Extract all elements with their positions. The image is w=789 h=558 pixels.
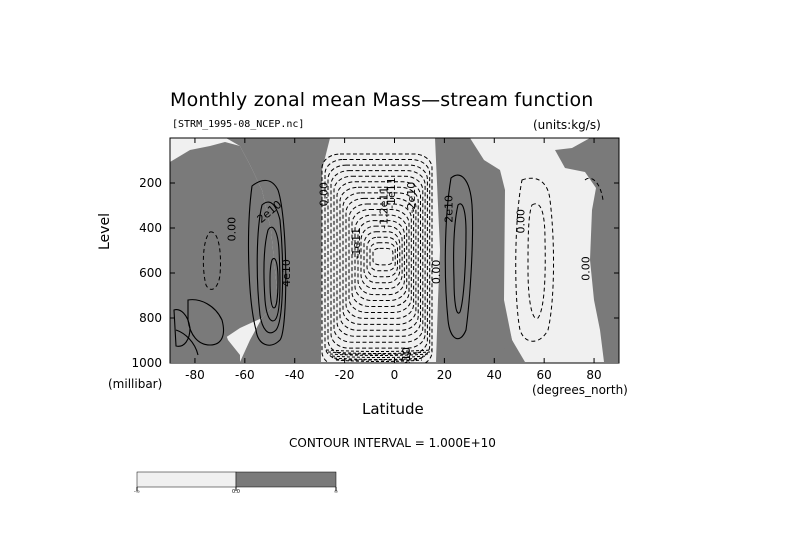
contour-label: -1.2e11 [378, 187, 391, 229]
negative-contour-line [357, 220, 405, 296]
x-axis-title: Latitude [362, 400, 424, 418]
contour-label: -1e11 [350, 228, 363, 260]
negative-contour-line [335, 359, 423, 362]
file-name: [STRM_1995-08_NCEP.nc] [172, 119, 305, 130]
y-tick-label: 600 [139, 266, 162, 280]
x-axis-unit: (degrees_north) [532, 383, 628, 397]
negative-contour-line [354, 214, 408, 302]
contour-label: 0.00 [580, 256, 593, 281]
positive-contour-line [175, 329, 199, 356]
contour-label: -2e10 [405, 182, 418, 214]
negative-contour-line [366, 236, 398, 278]
units-label: (units:kg/s) [533, 118, 601, 132]
colorbar-label: -∞ [134, 489, 140, 495]
contour-label: 0.00 [515, 209, 528, 234]
colorbar-swatch-negative [136, 471, 237, 488]
y-tick-label: 800 [139, 311, 162, 325]
negative-contour-line [348, 203, 412, 313]
negative-contour-line [515, 177, 555, 342]
negative-contour-line [342, 192, 417, 325]
negative-contour-line [202, 231, 221, 290]
negative-contour-line [584, 177, 604, 201]
contour-label: 0.00 [430, 260, 443, 285]
positive-contour-line [173, 309, 191, 347]
positive-contour-line [263, 226, 281, 322]
contour-label: 2e10 [442, 195, 455, 223]
x-tick-label: -20 [335, 368, 355, 382]
positive-contour-line [269, 257, 279, 309]
negative-contour-line [333, 357, 425, 360]
positive-fill-region [555, 138, 619, 362]
y-tick-label: 200 [139, 176, 162, 190]
positive-fill-region [492, 300, 520, 356]
y-tick-label: 400 [139, 221, 162, 235]
x-tick-label: 20 [437, 368, 452, 382]
negative-contour-line [360, 225, 403, 290]
contour-label: 0.00 [225, 217, 238, 242]
negative-contour-line [339, 186, 419, 331]
negative-contour-line [351, 209, 410, 307]
colorbar-swatch-positive [235, 471, 337, 488]
contour-label: -2e10 [400, 347, 413, 379]
positive-contour-line [247, 179, 287, 346]
chart-title: Monthly zonal mean Mass—stream function [170, 89, 594, 111]
y-axis-unit: (millibar) [108, 377, 163, 391]
negative-contour-line [363, 231, 401, 284]
negative-contour-line [327, 351, 431, 354]
negative-contour-line [372, 247, 394, 266]
contour-label: 0.00 [318, 182, 331, 207]
positive-contour-line [444, 174, 474, 340]
negative-contour-line [336, 181, 421, 337]
negative-contour-line [324, 159, 431, 361]
y-tick-label: 1000 [131, 356, 162, 370]
colorbar-label: 0.0 [232, 489, 240, 495]
negative-contour-line [321, 153, 433, 363]
contour-interval: CONTOUR INTERVAL = 1.000E+10 [289, 436, 496, 450]
x-tick-label: -80 [185, 368, 205, 382]
positive-fill-region [226, 138, 330, 362]
negative-contour-line [369, 242, 396, 272]
negative-contour-line [527, 203, 546, 319]
negative-contour-line [333, 175, 424, 343]
positive-contour-line [256, 201, 284, 334]
x-tick-label: 80 [586, 368, 601, 382]
x-tick-label: -60 [235, 368, 255, 382]
x-tick-label: 40 [487, 368, 502, 382]
positive-contour-line [187, 299, 225, 346]
positive-contour-line [453, 203, 467, 314]
x-tick-label: 0 [391, 368, 399, 382]
colorbar-label: ∞ [334, 489, 338, 495]
negative-contour-line [330, 170, 426, 349]
negative-contour-line [325, 349, 433, 352]
negative-contour-line [331, 355, 427, 358]
contour-label: 4e10 [280, 259, 293, 287]
x-tick-label: -40 [285, 368, 305, 382]
negative-contour-line [345, 197, 415, 319]
negative-contour-line [327, 164, 428, 355]
contour-label: -1e11 [385, 177, 398, 209]
x-tick-label: 60 [537, 368, 552, 382]
